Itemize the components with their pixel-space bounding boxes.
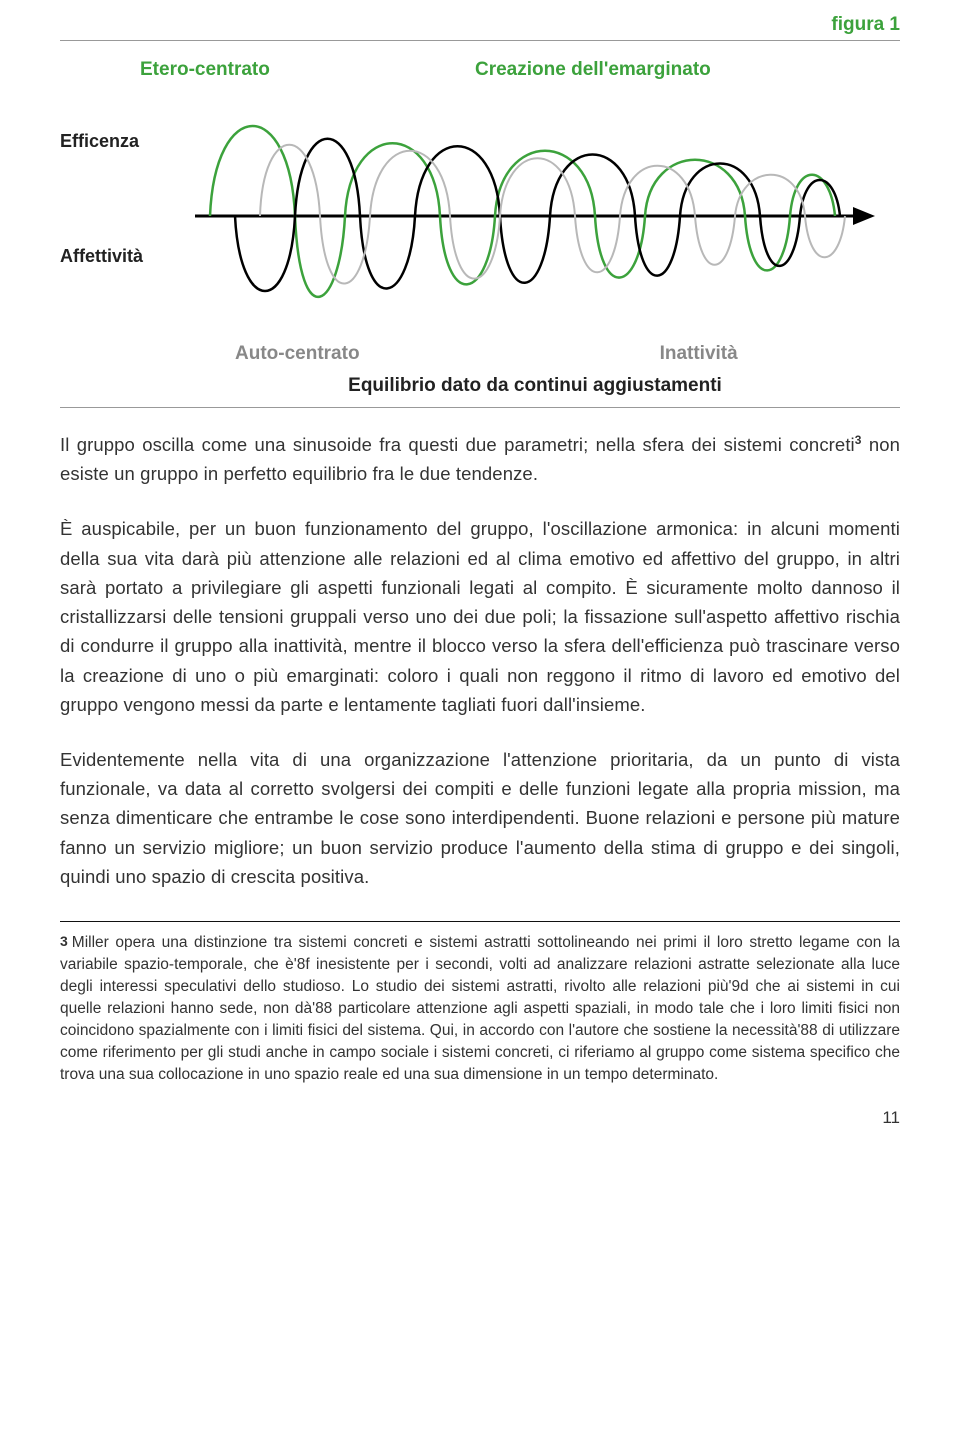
paragraph-1a: Il gruppo oscilla come una sinusoide fra… — [60, 434, 855, 455]
figure-top-right-label: Creazione dell'emarginato — [475, 59, 711, 81]
footnote-3: 3Miller opera una distinzione tra sistem… — [60, 932, 900, 1086]
paragraph-3: Evidentemente nella vita di una organizz… — [60, 745, 900, 891]
figure-box: Etero-centrato Creazione dell'emarginato… — [60, 41, 900, 397]
figure-label: figura 1 — [60, 14, 900, 36]
figure-side-upper-label: Efficenza — [60, 131, 139, 152]
figure-caption: Equilibrio dato da continui aggiustament… — [195, 375, 875, 397]
paragraph-1: Il gruppo oscilla come una sinusoide fra… — [60, 430, 900, 488]
figure-bottom-right-label: Inattività — [660, 343, 738, 365]
paragraph-2: È auspicabile, per un buon funzionamento… — [60, 514, 900, 719]
footnote-rule — [60, 921, 900, 922]
figure-top-left-label: Etero-centrato — [140, 59, 270, 81]
footnote-ref-3: 3 — [855, 433, 862, 447]
page-number: 11 — [60, 1108, 900, 1128]
footnote-text: Miller opera una distinzione tra sistemi… — [60, 934, 900, 1083]
figure-side-lower-label: Affettività — [60, 246, 143, 267]
figure-bottom-rule — [60, 407, 900, 408]
figure-svg-wrap — [195, 101, 875, 331]
figure-bottom-left-label: Auto-centrato — [235, 343, 360, 365]
footnote-number: 3 — [60, 933, 68, 949]
oscillation-diagram — [195, 101, 875, 331]
body-text: Il gruppo oscilla come una sinusoide fra… — [60, 430, 900, 891]
